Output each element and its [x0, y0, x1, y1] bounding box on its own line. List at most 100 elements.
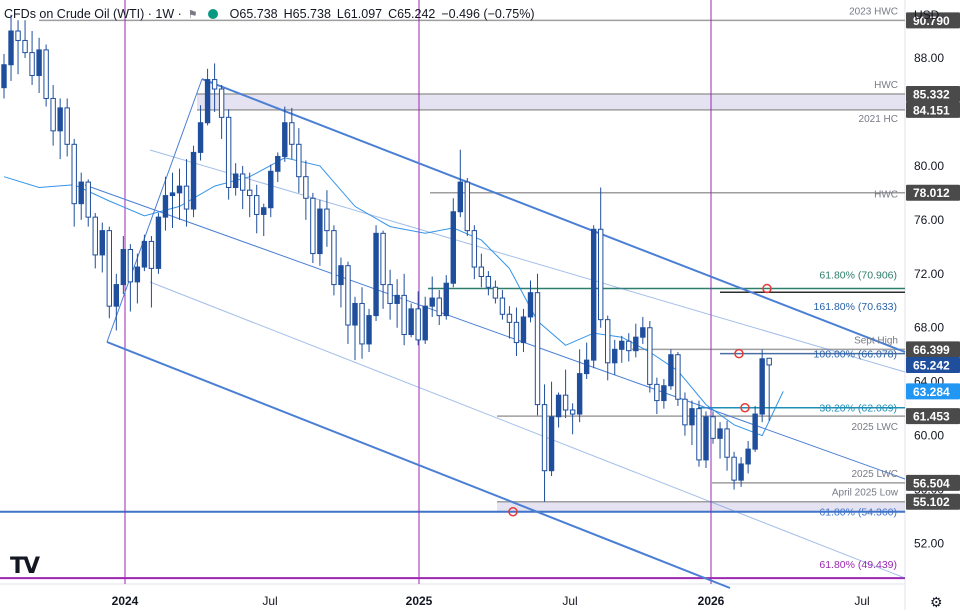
candle-body	[324, 208, 330, 232]
candle	[29, 31, 35, 85]
candle-body	[654, 383, 660, 402]
gear-icon[interactable]: ⚙	[930, 594, 943, 610]
candle-body	[92, 216, 98, 256]
candle	[541, 384, 548, 502]
candle	[247, 172, 253, 218]
channel-mid	[84, 184, 906, 480]
price-tick: 68.00	[914, 321, 944, 335]
candle-body	[8, 30, 14, 66]
candle	[211, 63, 218, 112]
candle	[197, 105, 204, 161]
zone-april-low	[497, 501, 905, 512]
price-badge: 66.399	[906, 341, 960, 358]
candle	[661, 378, 667, 409]
candle	[745, 441, 751, 474]
candle-body	[548, 416, 555, 472]
price-badge-bg	[906, 86, 960, 103]
candle-body	[331, 230, 337, 286]
candle-body	[1, 64, 7, 89]
price-badge: 56.504	[906, 474, 960, 491]
candle	[71, 138, 77, 227]
price-badge-text: 61.453	[913, 410, 950, 424]
price-badge: 90.790	[906, 12, 960, 29]
candle-body	[675, 354, 681, 400]
candle-body	[689, 408, 695, 426]
candle	[401, 273, 407, 346]
candle	[22, 20, 28, 58]
price-badge-bg	[906, 341, 960, 358]
candle	[569, 403, 576, 435]
price-badge: 85.332	[906, 86, 960, 103]
candle-body	[541, 404, 548, 472]
candle	[113, 273, 120, 331]
candle-body	[169, 192, 176, 197]
candle-body	[218, 88, 225, 118]
price-badge-bg	[906, 474, 960, 491]
candle	[457, 149, 464, 218]
candle-body	[534, 292, 541, 406]
flag-icon[interactable]: ⚑	[187, 8, 198, 21]
candle-body	[113, 284, 120, 307]
candle-body	[717, 428, 723, 439]
fib-label: 161.80% (70.633)	[814, 301, 897, 313]
candle	[626, 333, 632, 362]
time-axis: 2024 Jul 2025 Jul 2026 Jul	[112, 594, 870, 608]
candle-body	[401, 294, 407, 335]
candle	[261, 203, 267, 237]
price-badge-bg	[906, 356, 960, 373]
channel-lower-mid	[149, 281, 906, 579]
price-tick: 76.00	[914, 213, 944, 227]
candle-body	[612, 348, 618, 364]
candle-body	[127, 249, 134, 283]
candle	[752, 405, 758, 452]
candle	[562, 369, 569, 419]
candle	[92, 213, 98, 269]
price-badge-text: 84.151	[913, 103, 950, 117]
candle-body	[36, 49, 42, 77]
candle	[548, 381, 555, 477]
candle	[324, 190, 330, 247]
channel-upper	[201, 78, 906, 353]
price-badge-text: 85.332	[913, 88, 950, 102]
currency-label[interactable]: USD	[914, 8, 940, 22]
candle-body	[71, 143, 77, 205]
candle-body	[15, 30, 21, 41]
candle	[268, 164, 274, 218]
tradingview-logo[interactable]: TV	[10, 554, 40, 579]
price-badge-text: 56.504	[913, 476, 950, 490]
candle-body	[527, 292, 534, 318]
candle	[275, 152, 281, 183]
candle	[204, 68, 211, 126]
candle	[78, 172, 84, 220]
circle-marker	[734, 348, 744, 359]
circle-markers	[508, 283, 772, 517]
low-value: 61.097	[343, 7, 383, 21]
candle-body	[724, 428, 730, 458]
candle-body	[583, 359, 590, 375]
chart-grid	[0, 0, 906, 610]
price-badge: 55.102	[906, 493, 960, 510]
candle-body	[366, 315, 372, 345]
time-tick: Jul	[262, 594, 277, 608]
level-note: 2021 HC	[859, 114, 898, 125]
candle-body	[352, 302, 358, 326]
price-badge-bg	[906, 101, 960, 118]
candle-body	[485, 275, 492, 288]
candle	[696, 400, 702, 467]
candle	[43, 44, 49, 107]
candle-body	[239, 173, 246, 191]
candle-body	[429, 297, 435, 307]
candle-body	[43, 49, 49, 99]
price-tick: 88.00	[914, 51, 944, 65]
symbol-title[interactable]: CFDs on Crude Oil (WTI) · 1W ·	[4, 7, 182, 21]
candle	[499, 289, 506, 320]
price-badge-text: 55.102	[913, 495, 950, 509]
candle	[429, 276, 435, 317]
candle-body	[738, 463, 744, 481]
channel-lines	[84, 78, 906, 589]
candle-body	[745, 448, 751, 465]
candle	[64, 98, 70, 157]
candle-body	[106, 230, 112, 307]
candle	[15, 20, 21, 75]
